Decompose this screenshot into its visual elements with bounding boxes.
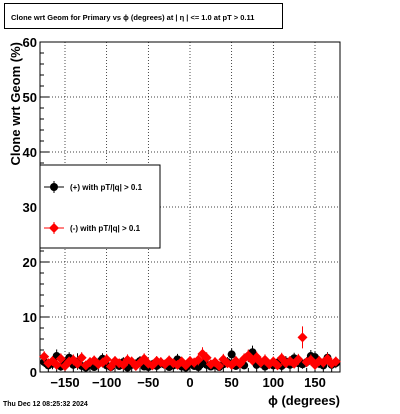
y-tick-labels: 0 10 20 30 40 50 60 [23,35,37,380]
x-tick-label: −50 [137,375,159,390]
legend-label: (+) with pT/|q| > 0.1 [70,183,143,192]
legend-marker [49,223,59,233]
y-tick-label: 60 [23,35,37,50]
y-tick-label: 20 [23,255,37,270]
data-point [227,350,236,359]
legend-marker [50,183,58,191]
data-point [101,354,112,365]
data-point [297,332,308,343]
data-point [272,360,283,371]
x-tick-label: 0 [186,375,193,390]
y-tick-label: 0 [30,365,37,380]
chart-title: Clone wrt Geom for Primary vs ϕ (degrees… [11,13,255,22]
series-negative [39,326,341,372]
legend-label: (-) with pT/|q| > 0.1 [70,224,141,233]
legend-entry: (+) with pT/|q| > 0.1 [44,181,143,193]
x-tick-label: −150 [50,375,79,390]
legend-entry: (-) with pT/|q| > 0.1 [44,222,141,234]
data-point [330,356,341,367]
y-tick-label: 30 [23,200,37,215]
x-axis-label: ϕ (degrees) [268,393,340,408]
x-tick-label: −100 [92,375,121,390]
x-tick-labels: −150 −100 −50 0 50 100 150 [50,375,326,390]
data-point [51,359,62,370]
y-axis-label: Clone wrt Geom (%) [8,42,23,166]
legend-entries: (+) with pT/|q| > 0.1 (-) with pT/|q| > 0… [44,181,143,234]
legend: (+) with pT/|q| > 0.1 (-) with pT/|q| > 0… [39,164,161,249]
y-tick-label: 50 [23,90,37,105]
x-tick-label: 150 [304,375,326,390]
data-point [193,354,204,365]
y-tick-label: 40 [23,145,37,160]
title-box: Clone wrt Geom for Primary vs ϕ (degrees… [4,3,283,29]
data-point [72,358,83,369]
data-point [201,352,212,363]
timestamp: Thu Dec 12 08:25:32 2024 [3,401,88,408]
data-point [76,352,87,363]
data-point [293,354,304,365]
data-point [39,351,50,362]
data-point [214,360,225,371]
x-tick-label: 100 [262,375,284,390]
x-tick-label: 50 [224,375,238,390]
legend-box [39,164,161,249]
data-point [55,353,66,364]
series-layer [39,326,341,372]
y-tick-label: 10 [23,310,37,325]
